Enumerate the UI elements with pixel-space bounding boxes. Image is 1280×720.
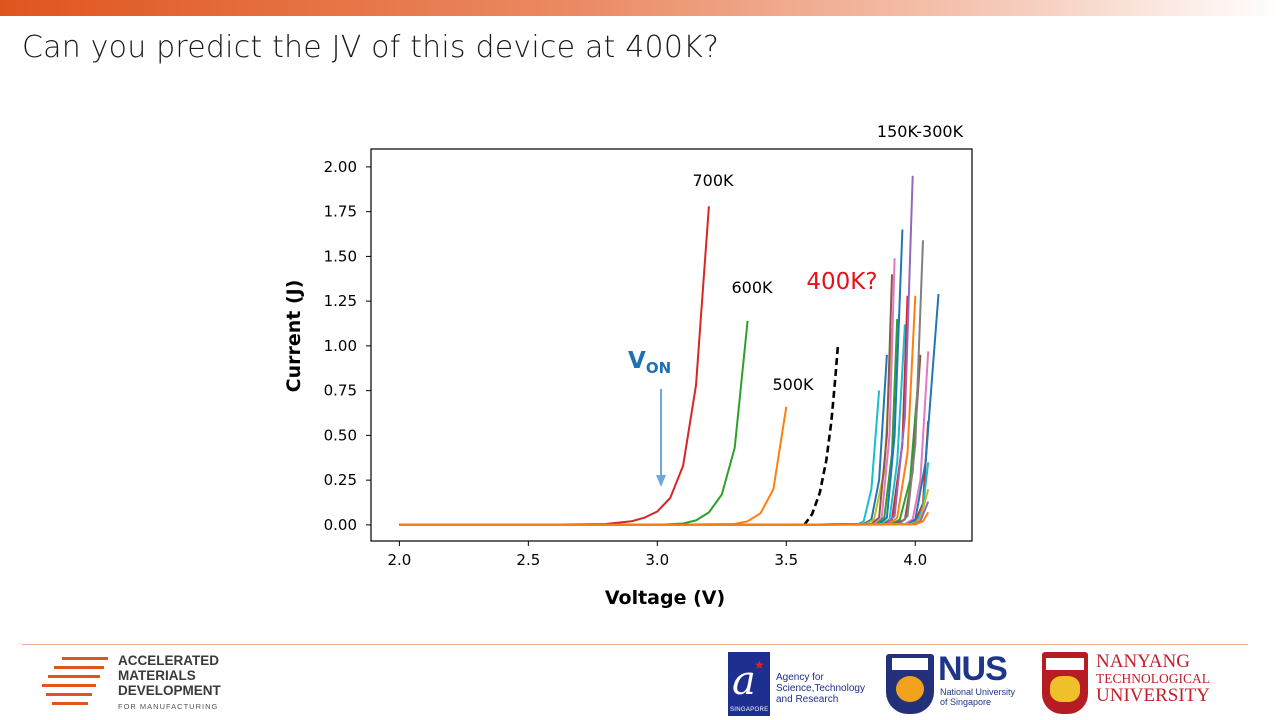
astar-line1: Agency for	[776, 672, 824, 683]
y-axis-ticks: 0.00 0.25 0.50 0.75 1.00 1.25 1.50 1.75 2.00	[324, 158, 371, 534]
astar-star-icon: ★	[754, 658, 765, 672]
von-main: V	[628, 348, 646, 374]
slide-title: Can you predict the JV of this device at…	[22, 30, 720, 65]
x-tick-label: 2.5	[516, 551, 540, 569]
von-label: VON	[628, 348, 671, 377]
ntu-line2: TECHNOLOGICAL	[1096, 671, 1210, 686]
x-tick-label: 3.5	[774, 551, 798, 569]
x-axis-label: Voltage (V)	[605, 587, 725, 609]
von-arrow	[656, 389, 666, 487]
amd-line4: FOR MANUFACTURING	[118, 702, 219, 711]
y-axis-label: Current (J)	[283, 280, 305, 393]
nus-wordmark: NUS	[938, 650, 1008, 688]
y-tick-label: 1.25	[324, 292, 357, 310]
astar-text: Agency for Science,Technology and Resear…	[776, 672, 865, 705]
y-tick-label: 1.00	[324, 337, 357, 355]
ntu-line3: UNIVERSITY	[1096, 685, 1210, 706]
y-tick-label: 0.50	[324, 426, 357, 444]
y-tick-label: 0.00	[324, 516, 357, 534]
amd-stripes-icon	[42, 655, 112, 713]
x-tick-label: 4.0	[903, 551, 927, 569]
x-axis-ticks: 2.0 2.5 3.0 3.5 4.0	[387, 541, 927, 569]
x-tick-label: 3.0	[645, 551, 669, 569]
nus-line2: of Singapore	[940, 697, 992, 707]
amd-logo: ACCELERATED MATERIALS DEVELOPMENT FOR MA…	[42, 653, 242, 715]
astar-line3: and Research	[776, 694, 839, 705]
astar-badge: SINGAPORE	[730, 707, 769, 713]
amd-line3: DEVELOPMENT	[118, 683, 221, 698]
von-subscript: ON	[646, 359, 671, 377]
label-400k-question: 400K?	[806, 269, 877, 295]
amd-line1: ACCELERATED	[118, 653, 219, 668]
plot-area: 2.0 2.5 3.0 3.5 4.0 0.00 0.25 0.50 0.75 1.00 1.25…	[324, 148, 973, 569]
ntu-line1: NANYANG	[1096, 651, 1190, 672]
label-700k: 700K	[692, 171, 734, 190]
label-600k: 600K	[731, 278, 773, 297]
nus-line1: National University	[940, 687, 1016, 697]
astar-logo-icon: a ★ SINGAPORE	[728, 652, 770, 716]
y-tick-label: 0.75	[324, 382, 357, 400]
amd-text: ACCELERATED MATERIALS DEVELOPMENT FOR MA…	[118, 653, 221, 714]
footer-divider	[22, 644, 1248, 645]
von-arrow-head	[656, 475, 666, 487]
amd-line2: MATERIALS	[118, 668, 196, 683]
x-tick-label: 2.0	[387, 551, 411, 569]
y-tick-label: 0.25	[324, 471, 357, 489]
series-line-24	[399, 511, 930, 526]
nus-crest-icon	[886, 654, 934, 714]
top-accent-bar	[0, 0, 1280, 16]
range-label-150k-300k: 150K-300K	[877, 122, 964, 141]
label-500k: 500K	[772, 375, 814, 394]
series-group	[399, 175, 940, 526]
nus-subtitle: National University of Singapore	[940, 687, 1015, 707]
series-400k-projection	[803, 345, 840, 526]
y-tick-label: 1.50	[324, 247, 357, 265]
ntu-crest-icon	[1042, 652, 1088, 714]
y-tick-label: 1.75	[324, 203, 357, 221]
y-tick-label: 2.00	[324, 158, 357, 176]
astar-line2: Science,Technology	[776, 683, 865, 694]
ntu-wordmark: NANYANG TECHNOLOGICAL UNIVERSITY	[1096, 651, 1210, 706]
